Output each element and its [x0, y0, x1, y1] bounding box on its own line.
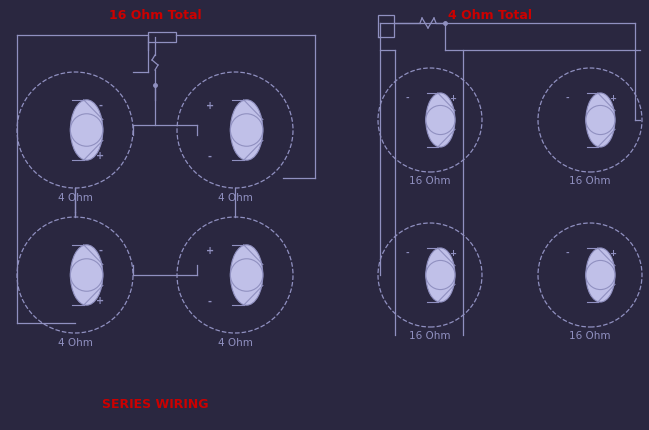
Text: -: - [99, 100, 103, 111]
Text: +: + [449, 93, 456, 102]
Text: 16 Ohm Total: 16 Ohm Total [108, 9, 201, 22]
Ellipse shape [426, 249, 455, 302]
Text: -: - [565, 248, 569, 257]
Ellipse shape [586, 249, 615, 302]
Text: 4 Ohm Total: 4 Ohm Total [448, 9, 532, 22]
Text: -: - [208, 151, 212, 161]
Bar [148, 33, 176, 43]
Text: +: + [449, 248, 456, 257]
Text: 4 Ohm: 4 Ohm [58, 337, 92, 347]
Circle shape [230, 114, 263, 147]
Text: -: - [565, 93, 569, 102]
Text: 16 Ohm: 16 Ohm [410, 330, 451, 340]
Circle shape [586, 261, 615, 290]
Ellipse shape [230, 245, 263, 305]
Circle shape [70, 114, 103, 147]
Text: 4 Ohm: 4 Ohm [217, 193, 252, 203]
Ellipse shape [70, 245, 103, 305]
Ellipse shape [426, 94, 455, 147]
Text: -: - [406, 248, 409, 257]
Circle shape [586, 106, 615, 135]
Text: 16 Ohm: 16 Ohm [410, 175, 451, 186]
Text: -: - [99, 245, 103, 255]
Text: +: + [96, 151, 104, 161]
Text: 16 Ohm: 16 Ohm [569, 330, 611, 340]
Text: -: - [208, 296, 212, 306]
Text: 4 Ohm: 4 Ohm [58, 193, 92, 203]
Circle shape [70, 259, 103, 292]
Circle shape [230, 259, 263, 292]
Text: -: - [406, 93, 409, 102]
Text: +: + [609, 248, 617, 257]
Text: +: + [206, 245, 214, 255]
Circle shape [426, 261, 455, 290]
Text: SERIES WIRING: SERIES WIRING [102, 397, 208, 410]
Text: +: + [96, 296, 104, 306]
Text: +: + [206, 100, 214, 111]
Bar [378, 16, 394, 38]
Text: 16 Ohm: 16 Ohm [569, 175, 611, 186]
Text: +: + [609, 93, 617, 102]
Text: 4 Ohm: 4 Ohm [217, 337, 252, 347]
Ellipse shape [70, 101, 103, 161]
Ellipse shape [230, 101, 263, 161]
Circle shape [426, 106, 455, 135]
Ellipse shape [586, 94, 615, 147]
